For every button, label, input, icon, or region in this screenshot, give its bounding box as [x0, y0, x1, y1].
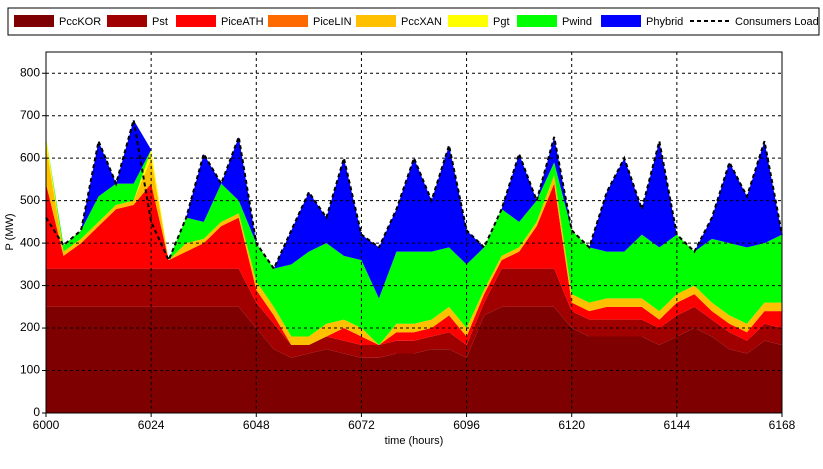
area — [46, 136, 782, 346]
legend-label: PiceATH — [221, 16, 264, 28]
legend-label: PccKOR — [59, 16, 101, 28]
y-tick-label: 600 — [20, 150, 40, 164]
x-tick-label: 6120 — [558, 418, 585, 432]
y-tick-label: 700 — [20, 108, 40, 122]
x-tick-label: 6168 — [769, 418, 796, 432]
x-tick-label: 6000 — [33, 418, 60, 432]
plot-frame — [45, 51, 783, 414]
y-tick-label: 500 — [20, 193, 40, 207]
legend-label: PccXAN — [401, 16, 442, 28]
y-tick-label: 800 — [20, 65, 40, 79]
legend-swatch — [176, 15, 216, 27]
legend-label: Pst — [152, 16, 168, 28]
area — [46, 183, 782, 346]
legend-label: Consumers Load — [735, 16, 819, 28]
legend-label: Pwind — [562, 16, 592, 28]
x-tick-label: 6024 — [138, 418, 165, 432]
x-tick-label: 6144 — [664, 418, 691, 432]
y-tick-label: 0 — [33, 405, 40, 419]
x-axis-label: time (hours) — [385, 435, 444, 447]
legend-label: Pgt — [493, 16, 510, 28]
x-tick-label: 6072 — [348, 418, 375, 432]
legend-label: PiceLIN — [313, 16, 352, 28]
legend-swatch — [448, 15, 488, 27]
area — [46, 145, 782, 346]
legend-swatch — [356, 15, 396, 27]
legend-swatch — [601, 15, 641, 27]
legend-swatch — [14, 15, 54, 27]
area — [46, 119, 782, 299]
y-tick-label: 100 — [20, 363, 40, 377]
y-tick-label: 200 — [20, 320, 40, 334]
plot — [45, 119, 783, 413]
y-tick-label: 400 — [20, 235, 40, 249]
legend-swatch — [517, 15, 557, 27]
x-tick-label: 6048 — [243, 418, 270, 432]
area — [46, 268, 782, 358]
area — [46, 306, 782, 413]
legend-swatch — [268, 15, 308, 27]
legend-swatch — [107, 15, 147, 27]
legend-label: Phybrid — [646, 16, 683, 28]
x-tick-label: 6096 — [453, 418, 480, 432]
y-tick-label: 300 — [20, 278, 40, 292]
y-axis-label: P (MW) — [4, 213, 16, 250]
